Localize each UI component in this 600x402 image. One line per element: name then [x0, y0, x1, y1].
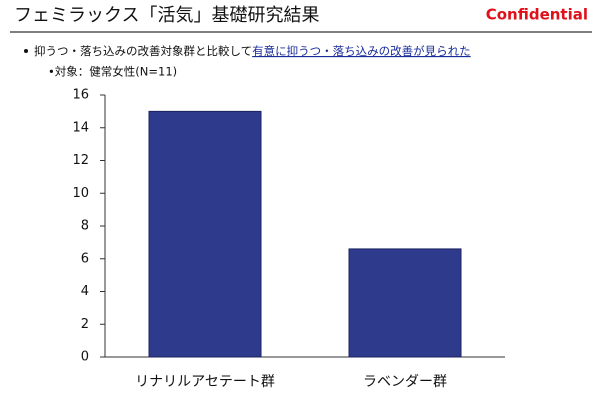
y-tick-label: 0 — [81, 350, 89, 365]
y-tick-label: 4 — [81, 284, 89, 299]
bar — [148, 110, 262, 358]
y-tick-label: 10 — [72, 186, 89, 201]
y-tick-label: 6 — [81, 251, 89, 266]
x-tick-label: ラベンダー群 — [363, 374, 447, 390]
y-tick-label: 8 — [81, 219, 89, 234]
note-text: 抑うつ・落ち込みの改善対象群と比較して — [34, 44, 252, 58]
note-highlight: 有意に抑うつ・落ち込みの改善が見られた — [252, 44, 471, 58]
y-tick-label: 14 — [72, 120, 89, 135]
subnote: •対象：健常女性(N=11) — [48, 65, 177, 79]
y-tick-label: 16 — [72, 88, 89, 103]
x-tick-label: リナリルアセテート群 — [135, 374, 275, 390]
y-tick-label: 12 — [72, 153, 89, 168]
bullet — [24, 49, 28, 53]
confidential-badge: Confidential — [486, 6, 588, 24]
slide-title: フェミラックス「活気」基礎研究結果 — [14, 5, 319, 26]
y-tick-label: 2 — [81, 317, 89, 332]
bar — [348, 248, 462, 358]
note: 抑うつ・落ち込みの改善対象群と比較して有意に抑うつ・落ち込みの改善が見られた — [34, 44, 471, 58]
